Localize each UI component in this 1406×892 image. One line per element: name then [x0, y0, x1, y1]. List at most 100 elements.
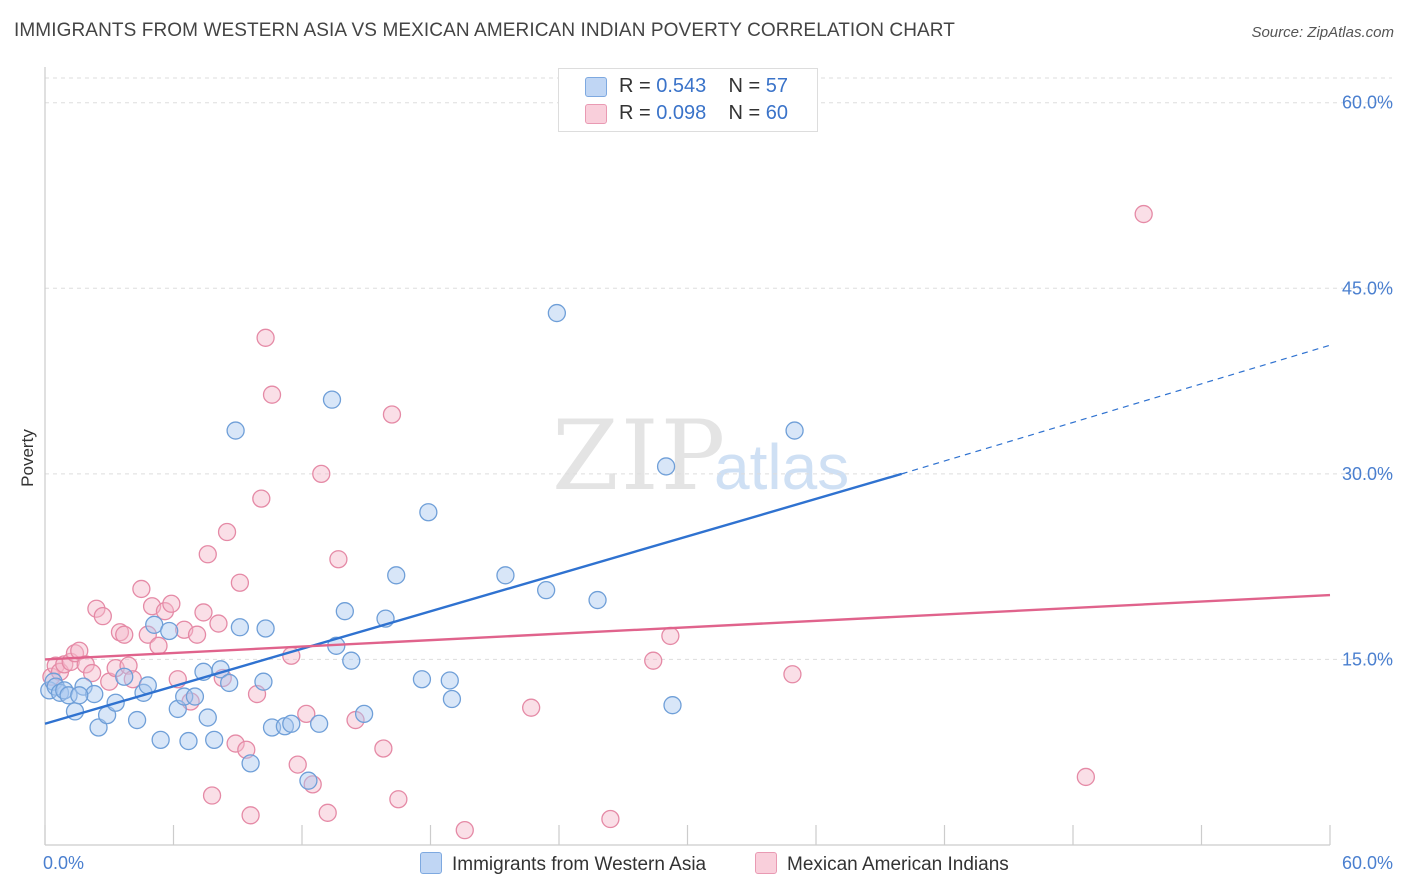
point-mexican-american-indians: [374, 739, 393, 758]
trend-lines: [44, 344, 1331, 725]
legend-n-value: 60: [765, 102, 789, 124]
point-mexican-american-indians: [162, 594, 181, 613]
point-western-asia: [241, 754, 260, 773]
point-mexican-american-indians: [318, 803, 337, 822]
point-mexican-american-indians: [87, 599, 106, 618]
point-western-asia: [440, 671, 459, 690]
legend-n-label: N =: [728, 75, 761, 97]
legend-swatch-blue: [420, 852, 442, 874]
point-mexican-american-indians: [661, 626, 680, 646]
legend-swatch-pink: [585, 104, 607, 124]
legend-label-western-asia: Immigrants from Western Asia: [452, 854, 707, 875]
point-western-asia: [663, 696, 682, 715]
point-mexican-american-indians: [1134, 204, 1153, 224]
point-western-asia: [179, 731, 198, 751]
point-western-asia: [785, 421, 804, 440]
point-western-asia: [322, 390, 342, 409]
point-mexican-american-indians: [1076, 767, 1095, 787]
y-tick-label: 30.0%: [1342, 464, 1393, 484]
point-western-asia: [226, 421, 245, 440]
point-mexican-american-indians: [217, 522, 237, 542]
point-mexican-american-indians: [237, 740, 256, 759]
point-western-asia: [547, 303, 567, 323]
trendline-mexican-american-indians: [44, 593, 1331, 661]
axes: [44, 67, 1331, 846]
point-western-asia: [537, 581, 556, 600]
grid-lines: [45, 77, 1392, 660]
legend-r-label: R =: [619, 102, 651, 124]
point-mexican-american-indians: [389, 790, 408, 809]
point-mexican-american-indians: [262, 385, 282, 404]
point-western-asia: [335, 602, 354, 621]
source-credit: Source: ZipAtlas.com: [1251, 24, 1394, 41]
point-mexican-american-indians: [455, 821, 474, 840]
point-mexican-american-indians: [138, 625, 157, 644]
point-mexican-american-indians: [155, 602, 175, 621]
legend-item-western-asia: Immigrants from Western Asia: [420, 852, 706, 876]
point-mexican-american-indians: [194, 603, 213, 622]
point-mexican-american-indians: [93, 606, 112, 626]
point-mexican-american-indians: [115, 625, 134, 644]
point-western-asia: [198, 708, 217, 727]
point-western-asia: [309, 714, 329, 733]
legend-swatch-pink: [755, 852, 777, 874]
watermark-atlas: atlas: [714, 431, 850, 503]
legend-item-mexican-american-indians: Mexican American Indians: [755, 852, 1009, 876]
correlation-legend: R = 0.543 N = 57 R = 0.098 N = 60: [558, 68, 818, 132]
point-mexican-american-indians: [132, 579, 151, 599]
point-mexican-american-indians: [312, 464, 331, 484]
legend-label-mexican-american-indians: Mexican American Indians: [787, 854, 1009, 875]
chart-title: IMMIGRANTS FROM WESTERN ASIA VS MEXICAN …: [14, 20, 955, 41]
legend-n-value: 57: [765, 75, 789, 97]
point-mexican-american-indians: [297, 704, 316, 724]
point-western-asia: [419, 503, 438, 522]
point-western-asia: [205, 730, 224, 749]
legend-swatch-blue: [585, 77, 607, 97]
point-mexican-american-indians: [149, 636, 168, 655]
point-western-asia: [220, 673, 239, 693]
point-western-asia: [59, 686, 78, 705]
y-tick-label: 15.0%: [1342, 649, 1393, 669]
point-western-asia: [70, 686, 89, 705]
point-mexican-american-indians: [288, 755, 307, 774]
point-mexican-american-indians: [241, 806, 260, 825]
data-points: [40, 204, 1153, 840]
point-western-asia: [185, 687, 205, 706]
legend-r-value: 0.098: [656, 102, 707, 124]
trendline-western-asia: [44, 472, 903, 725]
point-western-asia: [299, 771, 318, 790]
point-mexican-american-indians: [252, 489, 271, 508]
legend-r-label: R =: [619, 75, 651, 97]
y-tick-label: 60.0%: [1342, 93, 1393, 113]
point-western-asia: [282, 714, 301, 733]
point-mexican-american-indians: [522, 698, 541, 717]
legend-n-label: N =: [728, 102, 761, 124]
point-western-asia: [160, 621, 179, 641]
point-mexican-american-indians: [226, 734, 245, 753]
point-western-asia: [354, 704, 374, 724]
point-western-asia: [151, 730, 170, 749]
point-western-asia: [412, 670, 432, 689]
point-mexican-american-indians: [329, 550, 348, 569]
point-mexican-american-indians: [601, 809, 620, 829]
point-mexican-american-indians: [382, 405, 402, 424]
point-western-asia: [74, 677, 93, 696]
point-mexican-american-indians: [198, 545, 217, 564]
tick-labels: 15.0% 30.0% 45.0% 60.0% 0.0% 60.0%: [43, 93, 1393, 873]
point-western-asia: [588, 590, 607, 610]
point-western-asia: [115, 667, 134, 686]
point-mexican-american-indians: [783, 665, 802, 684]
trendline-western-asia-extension: [901, 344, 1331, 475]
point-mexican-american-indians: [209, 614, 228, 633]
point-mexican-american-indians: [119, 656, 138, 675]
point-western-asia: [254, 672, 273, 691]
point-mexican-american-indians: [644, 651, 663, 670]
watermark-zip: ZIP: [552, 400, 728, 512]
point-mexican-american-indians: [202, 786, 222, 805]
point-mexican-american-indians: [187, 625, 207, 644]
point-western-asia: [342, 651, 361, 670]
point-western-asia: [656, 457, 676, 476]
point-western-asia: [230, 618, 250, 637]
point-western-asia: [175, 687, 194, 706]
point-western-asia: [387, 566, 406, 585]
